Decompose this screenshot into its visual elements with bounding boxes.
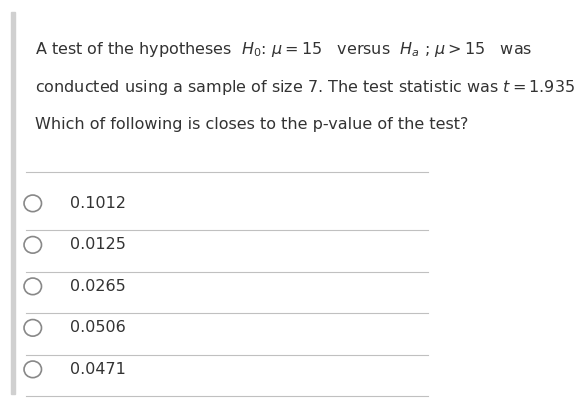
Text: Which of following is closes to the p-value of the test?: Which of following is closes to the p-va… — [35, 117, 468, 132]
Text: A test of the hypotheses  $H_0$: $\mu = 15$   versus  $H_a$ ; $\mu > 15$   was: A test of the hypotheses $H_0$: $\mu = 1… — [35, 40, 532, 59]
Text: 0.0471: 0.0471 — [70, 362, 126, 377]
Text: 0.0506: 0.0506 — [70, 320, 126, 335]
Text: 0.0125: 0.0125 — [70, 237, 126, 252]
Bar — [12, 12, 15, 394]
Text: 0.0265: 0.0265 — [70, 279, 126, 294]
Text: 0.1012: 0.1012 — [70, 196, 126, 211]
Text: conducted using a sample of size 7. The test statistic was $t = 1.935$ .: conducted using a sample of size 7. The … — [35, 78, 576, 97]
